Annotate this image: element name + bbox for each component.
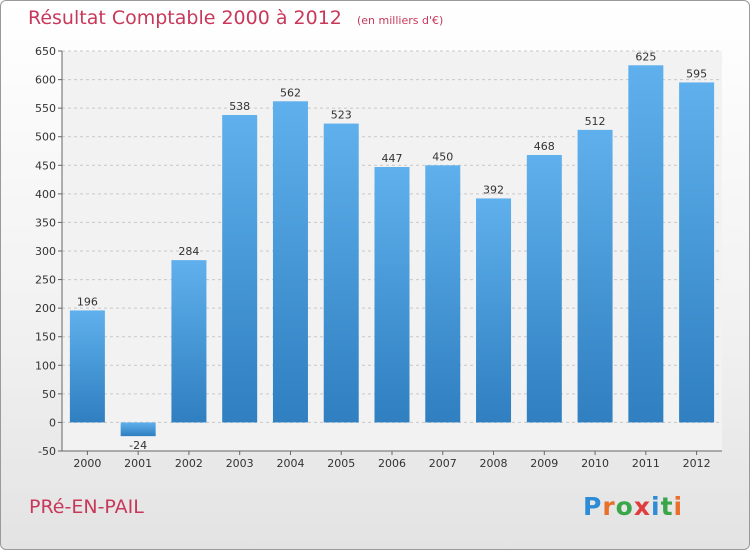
y-tick-label: 450: [35, 159, 56, 172]
y-tick-label: 200: [35, 302, 56, 315]
proxiti-logo[interactable]: Proxiti: [583, 492, 683, 521]
logo-letter: i: [651, 492, 661, 521]
data-label: 538: [229, 100, 250, 113]
data-label: 196: [77, 295, 98, 308]
data-label: 595: [686, 67, 707, 80]
bar: [323, 123, 359, 423]
x-tick-label: 2009: [530, 457, 558, 470]
logo-letter: x: [633, 492, 651, 521]
x-tick-label: 2010: [581, 457, 609, 470]
data-label: 284: [178, 245, 199, 258]
x-tick-label: 2008: [480, 457, 508, 470]
y-tick-label: 650: [35, 45, 56, 58]
title-row: Résultat Comptable 2000 à 2012 (en milli…: [28, 7, 443, 29]
y-tick-label: 300: [35, 245, 56, 258]
data-label: -24: [129, 439, 147, 452]
logo-letter: i: [673, 492, 684, 521]
data-label: 625: [635, 50, 656, 63]
y-tick-label: 550: [35, 102, 56, 115]
chart-subtitle: (en milliers d'€): [356, 14, 444, 27]
data-label: 523: [331, 109, 352, 122]
data-label: 392: [483, 183, 504, 196]
x-tick-label: 2003: [226, 457, 254, 470]
y-tick-label: 600: [35, 74, 56, 87]
y-tick-label: 50: [42, 388, 56, 401]
data-label: 450: [432, 150, 453, 163]
logo-letter: o: [615, 492, 634, 521]
x-tick-label: 2002: [175, 457, 203, 470]
y-tick-label: 350: [35, 216, 56, 229]
data-label: 468: [534, 140, 555, 153]
bar: [272, 101, 308, 423]
y-tick-label: 400: [35, 188, 56, 201]
y-tick-label: 100: [35, 359, 56, 372]
bar: [120, 422, 156, 437]
bar: [577, 129, 613, 423]
bar: [679, 82, 715, 423]
chart-title: Résultat Comptable 2000 à 2012: [28, 7, 342, 29]
y-tick-label: 250: [35, 274, 56, 287]
data-label: 447: [382, 152, 403, 165]
commune-name: PRé-EN-PAIL: [29, 496, 144, 518]
y-tick-label: 150: [35, 331, 56, 344]
bar: [526, 155, 562, 423]
x-tick-label: 2012: [683, 457, 711, 470]
bar: [425, 165, 461, 423]
x-tick-label: 2011: [632, 457, 660, 470]
x-tick-label: 2001: [124, 457, 152, 470]
bar: [69, 310, 105, 423]
x-tick-label: 2007: [429, 457, 457, 470]
x-tick-label: 2004: [276, 457, 304, 470]
x-tick-label: 2005: [327, 457, 355, 470]
logo-letter: t: [660, 492, 674, 521]
y-tick-label: 500: [35, 131, 56, 144]
logo-letter: r: [602, 492, 616, 521]
y-tick-label: 0: [49, 416, 56, 429]
bar: [171, 260, 207, 423]
bar: [476, 198, 512, 423]
x-tick-label: 2006: [378, 457, 406, 470]
bar: [628, 65, 664, 423]
x-tick-label: 2000: [73, 457, 101, 470]
bar: [222, 115, 258, 423]
data-label: 512: [585, 115, 606, 128]
logo-letter: P: [583, 492, 603, 521]
y-tick-label: -50: [38, 445, 56, 458]
bar: [374, 167, 410, 423]
data-label: 562: [280, 86, 301, 99]
